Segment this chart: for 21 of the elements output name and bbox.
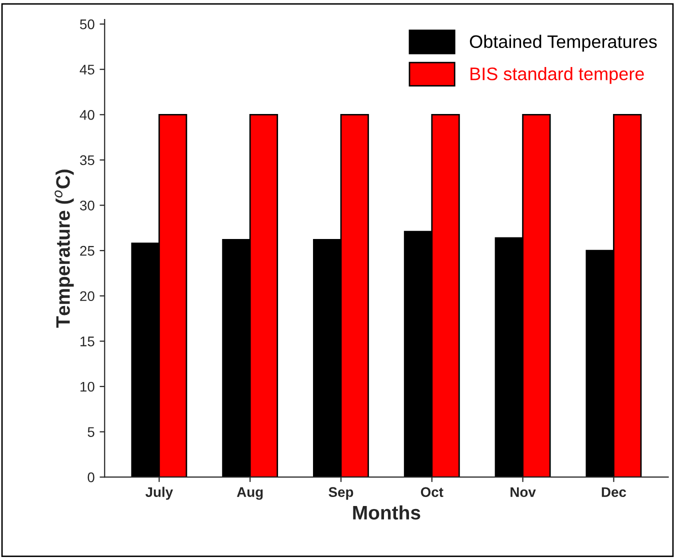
y-tick-label: 25 [80,246,94,256]
y-tick-label: 35 [80,155,94,166]
x-axis-title: Months [353,505,420,520]
y-tick-label: 5 [88,427,94,437]
x-tick-label: July [145,486,173,500]
y-tick-label: 0 [88,472,94,482]
y-tick-label: 30 [80,200,94,210]
legend-label: BIS standard tempere [470,67,644,84]
y-tick-label: 50 [80,19,94,30]
y-tick-label: 40 [80,110,94,120]
y-axis-title: Temperature ($^{o}$C) [54,170,74,328]
x-tick-label: Dec [602,487,626,498]
y-tick-label: 45 [80,64,94,75]
x-tick-label: Sep [328,487,354,500]
x-tick-label: Nov [510,487,536,498]
x-tick-label: Oct [420,487,444,498]
x-tick-label: Aug [236,487,263,500]
y-tick-label: 15 [80,336,94,346]
legend-label: Obtained Temperatures [470,34,657,52]
y-tick-label: 20 [80,291,94,302]
y-tick-label: 10 [80,382,94,392]
